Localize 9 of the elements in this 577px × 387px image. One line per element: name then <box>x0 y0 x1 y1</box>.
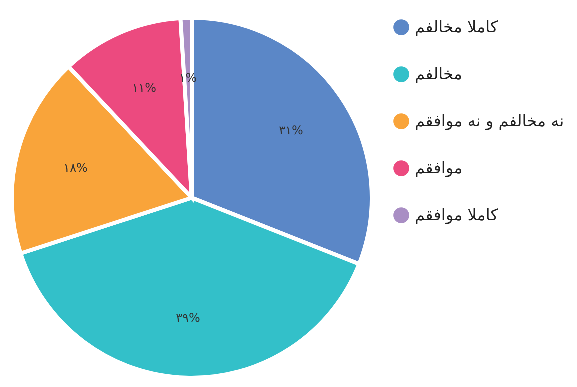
data-label: ۳۱% <box>279 124 304 138</box>
data-label: ۳۹% <box>176 310 200 325</box>
data-label: ۱۸% <box>64 161 88 176</box>
legend-label: مخالفم <box>415 64 462 84</box>
legend-label: کاملا مخالفم <box>415 18 498 36</box>
legend-label: نه مخالفم و نه موافقم <box>415 112 564 130</box>
data-label: ۱۱% <box>132 80 156 95</box>
legend-label: کاملا موافقم <box>415 206 499 224</box>
legend-label: موافقم <box>415 158 463 178</box>
